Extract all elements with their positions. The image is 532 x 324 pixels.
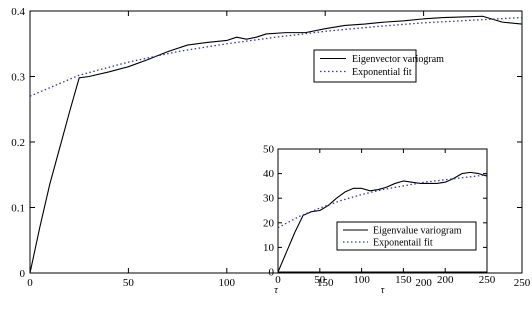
main-y-tick-label: 0.2 bbox=[11, 137, 25, 149]
inset-x-tick-label: 0 bbox=[275, 274, 281, 286]
main-x-tick-label: 100 bbox=[219, 277, 236, 289]
main-legend-label: Exponential fit bbox=[352, 67, 412, 78]
main-y-tick-label: 0 bbox=[20, 268, 26, 280]
inset-x-tick-label: 50 bbox=[314, 274, 326, 286]
main-y-tick-label: 0.4 bbox=[11, 6, 25, 18]
main-legend-box bbox=[313, 49, 417, 83]
inset-y-tick-label: 30 bbox=[263, 193, 275, 205]
main-legend-label: Eigenvector variogram bbox=[352, 54, 444, 65]
inset-y-tick-label: 20 bbox=[263, 217, 275, 229]
inset-y-tick-label: 40 bbox=[263, 168, 275, 180]
main-y-tick-label: 0.3 bbox=[11, 71, 25, 83]
inset-plot-frame bbox=[277, 148, 488, 273]
inset-x-tick-label: 150 bbox=[395, 274, 412, 286]
inset-y-tick-label: 10 bbox=[263, 242, 275, 254]
inset-x-tick-label: 200 bbox=[437, 274, 454, 286]
main-chart: 0 50 100 150 200 25000.10.20.30.4τEigenvector… bbox=[11, 6, 531, 296]
inset-y-tick-label: 50 bbox=[263, 144, 275, 156]
inset-legend-box bbox=[336, 221, 477, 251]
main-x-tick-label: 0 bbox=[27, 277, 33, 289]
inset-y-tick-label: 0 bbox=[269, 267, 275, 279]
inset-x-axis-title: τ bbox=[381, 285, 385, 296]
main-x-tick-label: 250 bbox=[514, 277, 531, 289]
inset-x-tick-label: 100 bbox=[353, 274, 370, 286]
main-legend: Eigenvector variogram Exponential fit bbox=[313, 49, 444, 83]
main-x-tick-label: 50 bbox=[123, 277, 135, 289]
inset-series-variogram-line bbox=[277, 171, 488, 273]
main-y-tick-label: 0.1 bbox=[11, 202, 25, 214]
inset-legend-label: Exponentail fit bbox=[373, 238, 433, 249]
main-x-tick-label: 200 bbox=[415, 277, 432, 289]
main-x-tick-label: 150 bbox=[317, 277, 334, 289]
inset-legend-label: Eigenvalue variogram bbox=[373, 226, 462, 237]
main-x-axis-title: τ bbox=[274, 285, 278, 296]
inset-x-tick-label: 250 bbox=[479, 274, 496, 286]
main-series-variogram-line bbox=[29, 15, 523, 274]
